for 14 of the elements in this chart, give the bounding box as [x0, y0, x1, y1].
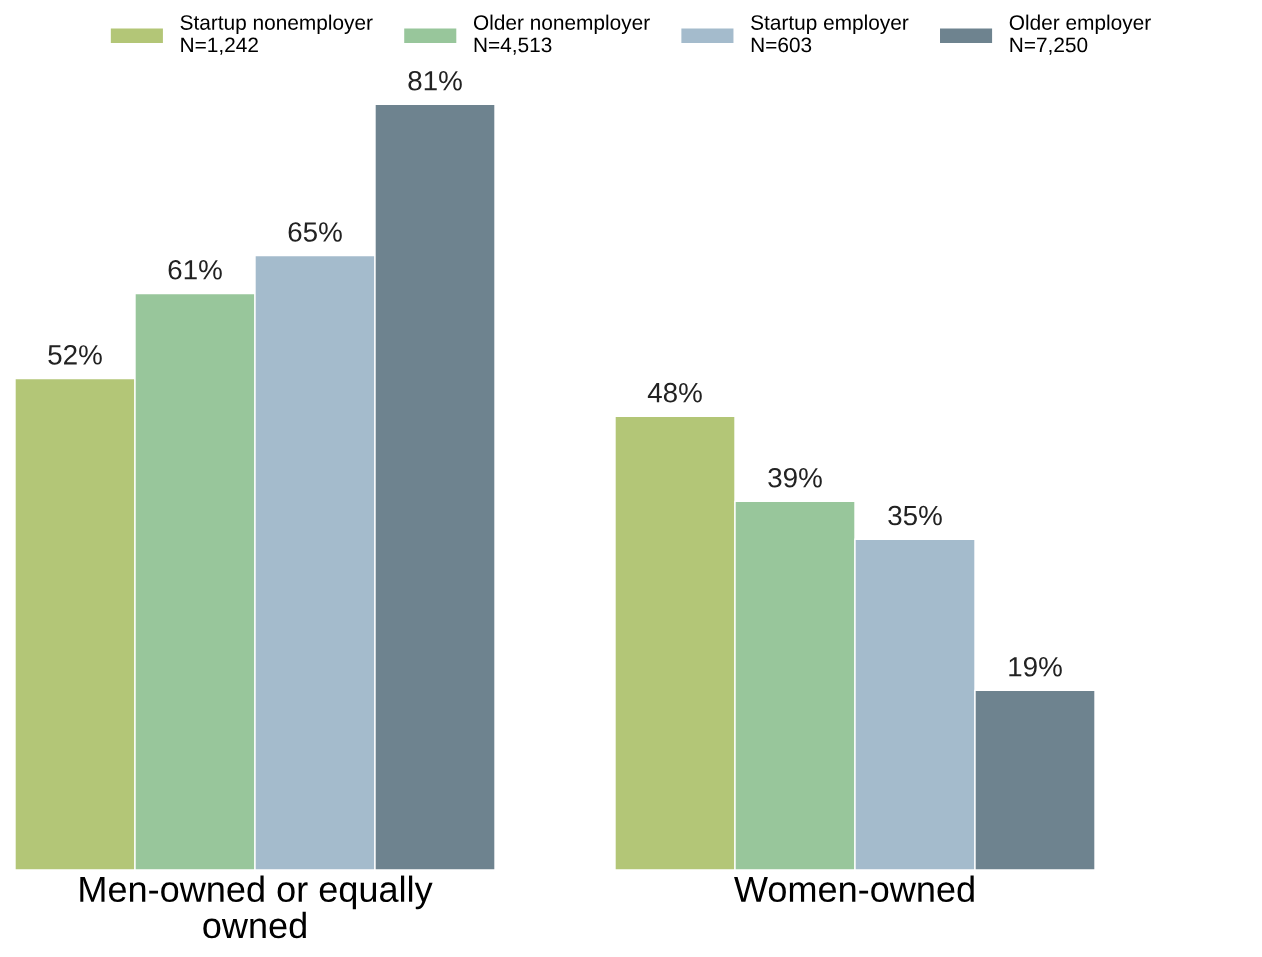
legend-label: Older nonemployer N=4,513	[473, 14, 650, 55]
x-tick-label: Women-owned	[734, 875, 974, 903]
data-label: 48%	[647, 382, 702, 403]
data-label: 19%	[1009, 656, 1062, 677]
data-label: 61%	[168, 259, 222, 280]
data-label: 35%	[888, 505, 942, 526]
data-label: 81%	[408, 70, 462, 91]
data-label: 52%	[48, 345, 102, 365]
legend-label: Startup nonemployer N=1,242	[180, 14, 373, 55]
legend-label: Startup employer N=603	[751, 14, 909, 53]
x-tick-label: Men-owned or equally owned	[80, 875, 433, 939]
data-label: 65%	[288, 222, 342, 242]
data-label: 39%	[768, 467, 822, 488]
legend-label: Older employer N=7,250	[1009, 14, 1151, 55]
